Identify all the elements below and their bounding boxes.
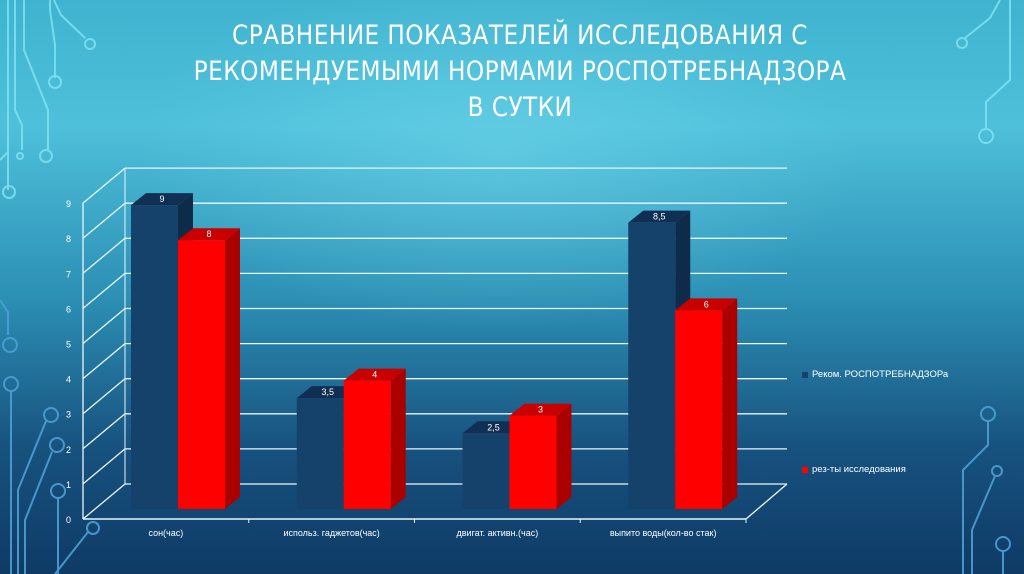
- title-line-1: СРАВНЕНИЕ ПОКАЗАТЕЛЕЙ ИССЛЕДОВАНИЯ С: [232, 20, 808, 51]
- side-gridline: [82, 483, 126, 520]
- bar-results: [675, 310, 723, 509]
- title-line-3: В СУТКИ: [467, 92, 573, 123]
- legend-item-results: рез-ты исследования: [802, 464, 906, 475]
- side-gridline: [82, 378, 126, 415]
- y-tick-label: 3: [66, 410, 71, 420]
- bar-top: [628, 210, 691, 223]
- y-tick-label: 6: [66, 304, 71, 314]
- bar-side: [722, 298, 738, 509]
- bar-value-label: 6: [704, 299, 709, 309]
- floor-edge: [745, 483, 788, 520]
- legend-label-results: рез-ты исследования: [812, 464, 906, 475]
- bar-value-label: 8,5: [653, 212, 666, 222]
- legend-label-recommended: Реком. РОСПОТРЕБНАДЗОРа: [812, 369, 949, 380]
- bar-recommended: [462, 433, 510, 509]
- bar-top: [296, 386, 359, 399]
- bar-results: [178, 240, 225, 509]
- title-line-2: РЕКОМЕНДУЕМЫМИ НОРМАМИ РОСПОТРЕБНАДЗОРА: [193, 56, 847, 87]
- bar-side: [390, 368, 406, 509]
- bar-value-label: 2,5: [487, 422, 500, 432]
- y-tick-label: 2: [66, 445, 71, 455]
- legend-swatch-recommended: [802, 371, 808, 378]
- y-tick-label: 0: [66, 515, 71, 525]
- y-tick-label: 8: [66, 234, 71, 244]
- bar-value-label: 8: [206, 229, 211, 239]
- bar-value-label: 9: [159, 194, 164, 204]
- slide-title: СРАВНЕНИЕ ПОКАЗАТЕЛЕЙ ИССЛЕДОВАНИЯ С РЕК…: [167, 18, 872, 126]
- bar-results: [343, 380, 391, 509]
- x-category-label: двигат. активн.(час): [457, 528, 539, 538]
- bar-value-label: 4: [372, 370, 377, 380]
- y-tick-label: 7: [66, 269, 71, 279]
- side-gridline: [82, 308, 126, 344]
- side-gridline: [82, 202, 126, 239]
- bar-side: [225, 228, 240, 509]
- side-gridline: [82, 343, 126, 380]
- bar-top: [462, 421, 525, 434]
- y-tick-label: 9: [66, 199, 71, 209]
- y-tick-label: 5: [66, 340, 71, 350]
- x-category-label: использ. гаджетов(час): [283, 528, 379, 538]
- bar-top: [675, 298, 738, 311]
- x-category-label: сон(час): [148, 528, 183, 538]
- bar-top: [131, 193, 193, 206]
- side-gridline: [82, 413, 126, 450]
- side-gridline: [82, 237, 126, 274]
- bar-recommended: [628, 222, 676, 509]
- side-gridline: [82, 167, 126, 204]
- bar-top: [509, 403, 572, 416]
- y-tick-label: 4: [66, 375, 71, 385]
- side-gridline: [82, 448, 126, 485]
- legend-swatch-results: [802, 466, 808, 473]
- x-category-label: выпито воды(кол-во стак): [610, 528, 717, 538]
- legend-item-recommended: Реком. РОСПОТРЕБНАДЗОРа: [802, 369, 948, 380]
- bar-value-label: 3,5: [321, 387, 334, 397]
- bar-value-label: 3: [538, 405, 543, 415]
- bar-top: [343, 368, 406, 381]
- bar-results: [509, 415, 557, 509]
- bar-recommended: [131, 205, 178, 509]
- y-tick-label: 1: [66, 480, 71, 490]
- bar-top: [178, 228, 240, 241]
- side-gridline: [82, 272, 126, 309]
- bar-recommended: [296, 398, 344, 509]
- bar-side: [556, 403, 572, 509]
